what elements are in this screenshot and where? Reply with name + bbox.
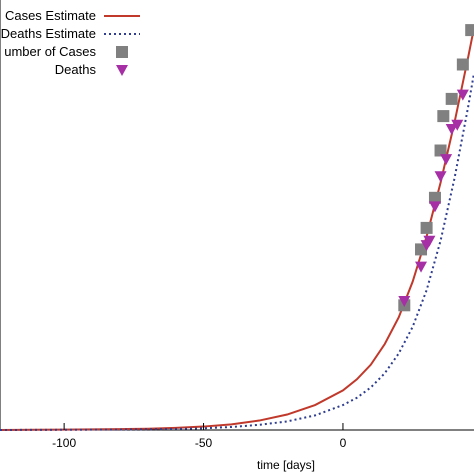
deaths-point [423, 235, 436, 247]
deaths-estimate-line [0, 72, 474, 431]
number-of-cases-point [456, 58, 469, 71]
deaths-series [398, 89, 469, 307]
legend-label-deaths: Deaths [55, 62, 97, 77]
x-axis: -100 -50 0 [52, 423, 347, 450]
number-of-cases-point [415, 243, 428, 256]
number-of-cases-point [465, 24, 474, 37]
legend-swatch-number-of-cases [116, 46, 128, 58]
deaths-point [415, 261, 428, 273]
legend-label-number-of-cases: umber of Cases [4, 44, 96, 59]
deaths-point [428, 201, 441, 213]
x-tick-label: -100 [52, 436, 76, 450]
legend-swatch-deaths [116, 65, 128, 76]
number-of-cases-point [434, 144, 447, 157]
number-of-cases-point [437, 110, 450, 123]
deaths-point [434, 171, 447, 183]
deaths-point [398, 296, 411, 307]
number-of-cases-point [445, 92, 458, 105]
x-axis-label: time [days] [257, 458, 315, 472]
deaths-point [456, 89, 469, 101]
legend-label-deaths-estimate: Deaths Estimate [1, 26, 96, 41]
cases-estimate-series [0, 27, 474, 431]
cases-estimate-line [0, 27, 474, 431]
series-layer [0, 24, 474, 431]
deaths-point [451, 119, 464, 131]
number-of-cases-point [428, 191, 441, 204]
deaths-estimate-series [0, 72, 474, 431]
deaths-point [440, 154, 453, 166]
x-tick-label: 0 [340, 436, 347, 450]
legend-label-cases-estimate: Cases Estimate [5, 8, 96, 23]
x-tick-label: -50 [195, 436, 213, 450]
number-of-cases-series [398, 24, 474, 312]
legend: Cases Estimate Deaths Estimate umber of Ca… [1, 8, 140, 77]
deaths-point [445, 124, 458, 135]
number-of-cases-point [420, 221, 433, 234]
